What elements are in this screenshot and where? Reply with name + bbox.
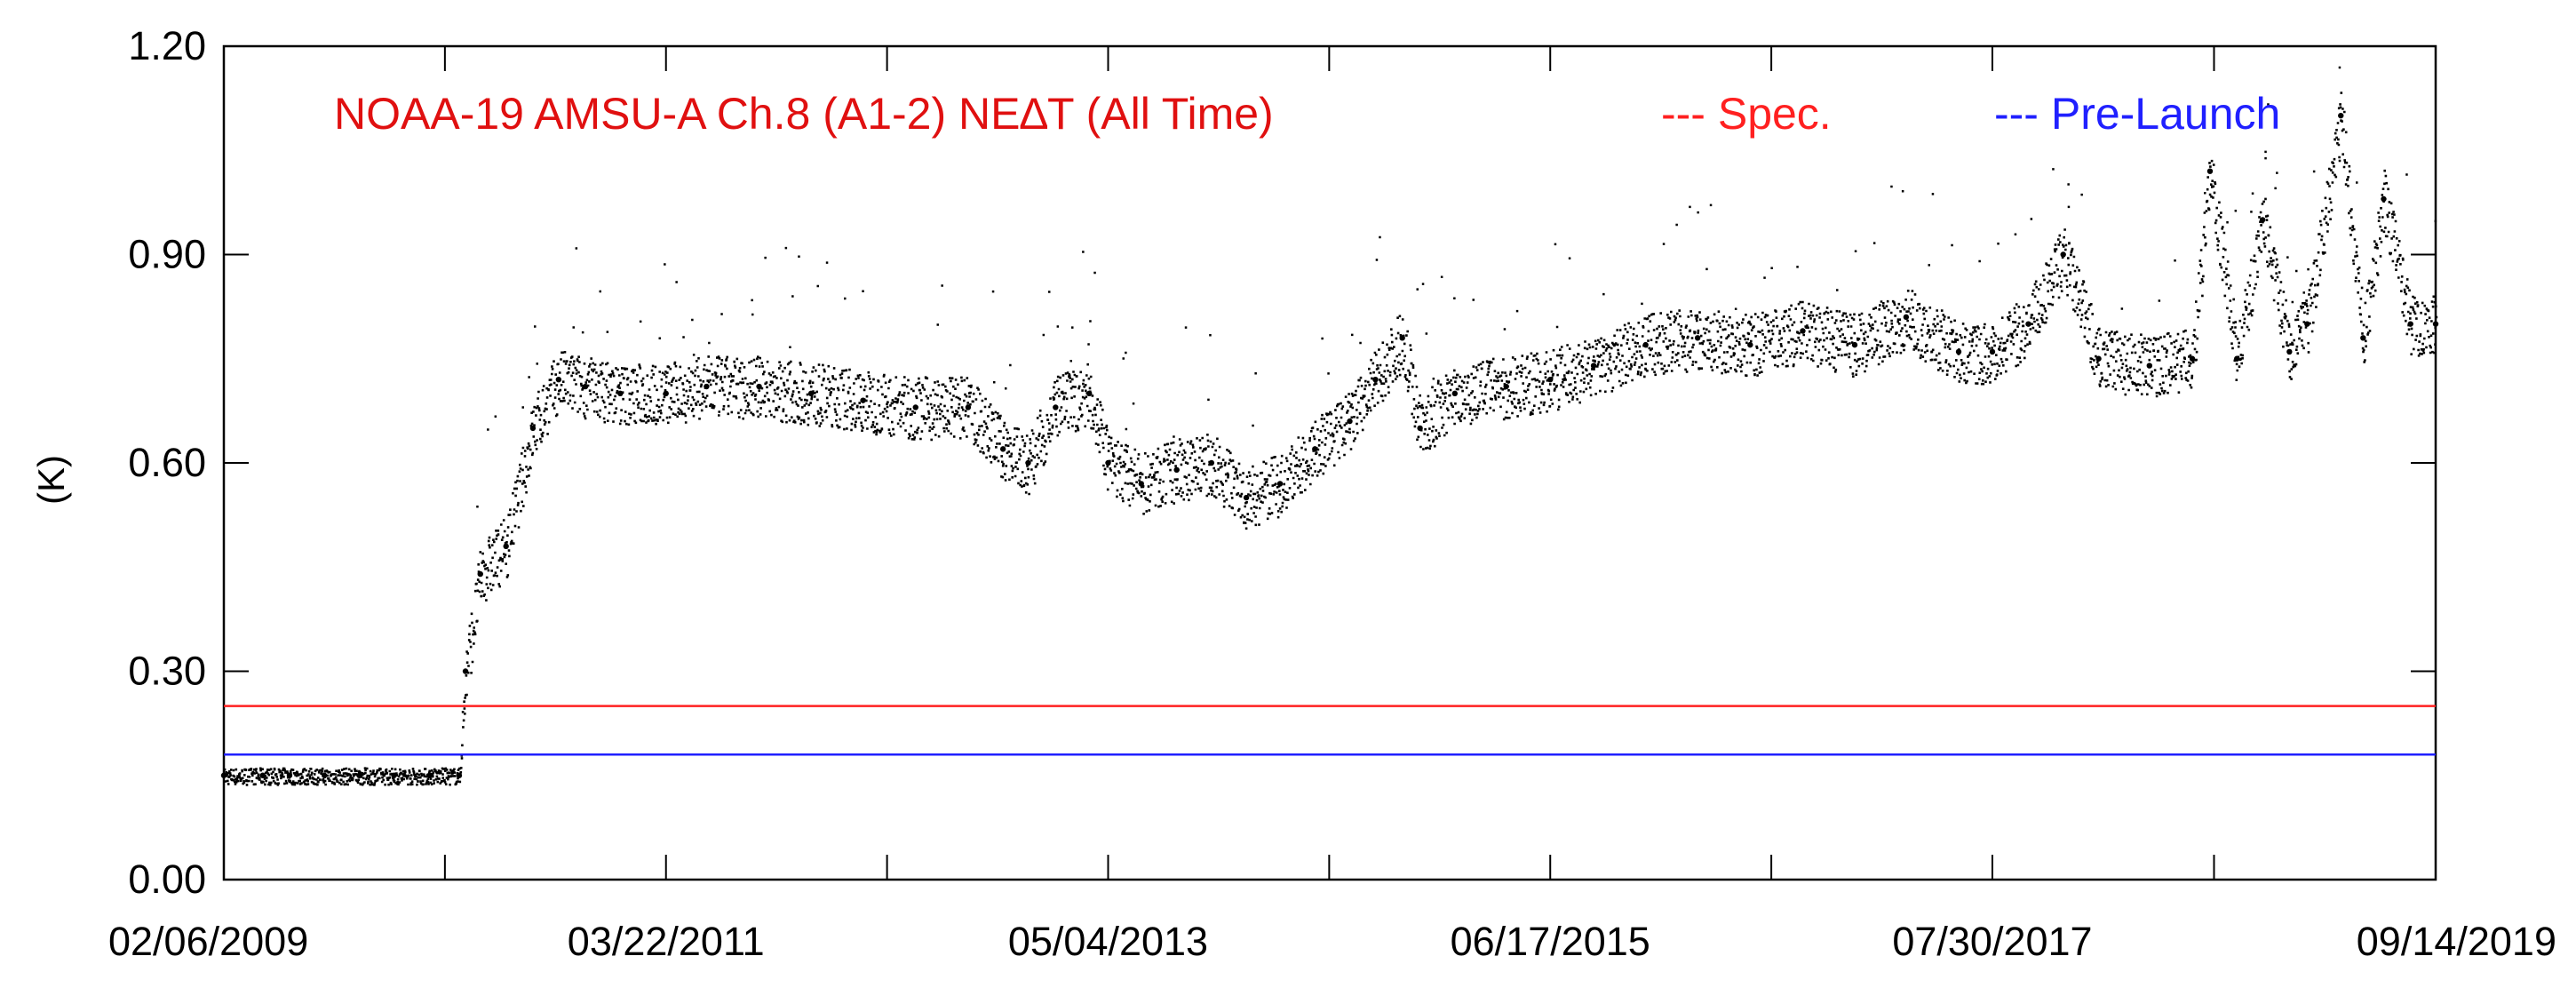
data-point — [2025, 321, 2031, 327]
y-tick-label: 0.30 — [128, 649, 206, 694]
data-point — [999, 446, 1006, 452]
y-tick-label: 0.60 — [128, 440, 206, 485]
reference-lines — [224, 705, 2436, 756]
data-point — [259, 772, 266, 778]
data-point — [1694, 335, 1701, 341]
data-point — [1208, 459, 1215, 466]
x-tick-label: 09/14/2019 — [2357, 919, 2556, 964]
data-point — [2234, 355, 2240, 362]
data-point — [663, 390, 669, 397]
data-point — [2304, 321, 2310, 327]
data-point — [1503, 383, 1509, 390]
x-tick-label: 03/22/2011 — [568, 919, 765, 964]
data-point — [1851, 341, 1858, 348]
data-point — [1903, 314, 1910, 321]
data-point — [2360, 335, 2366, 341]
data-point — [2206, 168, 2214, 174]
data-point — [1642, 341, 1649, 348]
data-point — [1053, 404, 1059, 410]
data-point — [1105, 459, 1111, 466]
y-tick-label: 0.00 — [128, 857, 206, 902]
data-point — [2095, 355, 2102, 362]
x-tick-label: 06/17/2015 — [1451, 919, 1650, 964]
data-point — [462, 668, 469, 674]
data-point — [1955, 348, 1962, 355]
data-point — [2338, 112, 2344, 119]
data-point — [1547, 377, 1554, 383]
data-point — [2060, 251, 2066, 258]
data-point — [860, 397, 866, 403]
data-point — [391, 772, 397, 778]
data-point — [1347, 418, 1353, 425]
data-point — [582, 383, 589, 390]
y-tick-label: 0.90 — [128, 232, 206, 277]
data-point — [912, 404, 918, 410]
data-point — [1747, 341, 1753, 348]
data-points — [220, 66, 2439, 786]
data-point — [2259, 217, 2266, 223]
data-point — [2407, 321, 2413, 327]
data-point — [756, 383, 762, 390]
data-point — [1243, 494, 1250, 501]
data-point — [555, 377, 562, 383]
data-point — [356, 772, 362, 778]
data-point — [2381, 195, 2387, 203]
x-tick-label: 05/04/2013 — [1008, 919, 1208, 964]
x-axis: 02/06/2009 03/22/2011 05/04/2013 06/17/2015… — [108, 46, 2556, 964]
data-point — [617, 390, 624, 397]
data-point — [965, 404, 972, 410]
data-point — [426, 772, 433, 778]
data-point — [1590, 363, 1597, 369]
x-tick-label: 02/06/2009 — [108, 919, 308, 964]
data-point — [1025, 459, 1031, 466]
data-point — [1399, 335, 1405, 341]
data-point — [704, 383, 710, 390]
x-tick-label: 07/30/2017 — [1892, 919, 2092, 964]
data-point — [2286, 348, 2293, 355]
data-point — [1989, 348, 1996, 355]
data-point — [1138, 481, 1144, 487]
data-point — [220, 772, 227, 778]
data-point — [503, 543, 509, 549]
data-point — [1086, 390, 1093, 397]
data-point-cloud — [223, 92, 2438, 786]
data-point — [1173, 466, 1180, 474]
data-point — [1372, 377, 1379, 383]
data-point — [1800, 328, 1806, 334]
data-point — [1312, 446, 1318, 452]
data-point — [321, 772, 328, 778]
data-point — [2146, 363, 2153, 369]
y-tick-label: 1.20 — [128, 23, 206, 68]
y-axis-label: (K) — [30, 455, 72, 505]
data-point — [2432, 321, 2439, 327]
data-point — [1451, 390, 1459, 397]
data-point — [477, 570, 483, 578]
data-point — [807, 390, 815, 397]
legend-prelaunch: --- Pre-Launch — [1994, 89, 2280, 139]
data-point — [1417, 425, 1423, 432]
data-point — [286, 772, 293, 778]
data-point — [1276, 481, 1284, 487]
data-point — [456, 772, 463, 778]
legend-spec: --- Spec. — [1661, 89, 1832, 139]
chart-title: NOAA-19 AMSU-A Ch.8 (A1-2) NE∆T (All Tim… — [334, 89, 1274, 139]
y-axis: 0.00 0.30 0.60 0.90 1.20 — [128, 23, 2436, 902]
data-point — [2189, 355, 2196, 362]
data-point — [529, 425, 537, 432]
